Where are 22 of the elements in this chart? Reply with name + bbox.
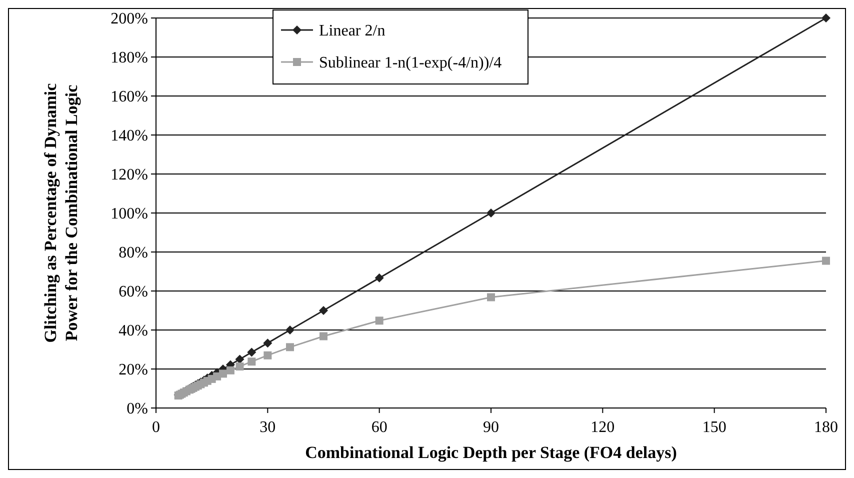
y-tick-label: 60% [118, 284, 148, 301]
y-tick-label: 20% [118, 362, 148, 379]
y-tick-label: 140% [110, 128, 148, 145]
legend-label: Linear 2/n [319, 22, 386, 40]
y-tick-label: 120% [110, 166, 148, 184]
x-tick-label: 0 [152, 419, 160, 436]
legend-label: Sublinear 1-n(1-exp(-4/n))/4 [319, 54, 502, 72]
x-tick-label: 150 [702, 419, 726, 436]
y-tick-label: 160% [110, 88, 148, 106]
y-axis-title: Glitching as Percentage of Dynamic Power for the Combinational Logic [41, 82, 81, 343]
y-tick-label: 40% [118, 322, 148, 340]
y-tick-label: 0% [126, 400, 148, 418]
y-tick-label: 180% [110, 50, 148, 67]
x-tick-label: 30 [260, 419, 276, 436]
x-tick-label: 120 [590, 419, 615, 436]
y-tick-label: 100% [110, 206, 148, 223]
x-tick-label: 90 [483, 419, 499, 436]
y-tick-label: 200% [110, 10, 148, 28]
y-tick-label: 80% [118, 244, 148, 262]
x-tick-label: 60 [371, 419, 388, 436]
x-tick-label: 180 [814, 419, 838, 436]
x-axis-title: Combinational Logic Depth per Stage (FO4 delays) [305, 443, 677, 462]
